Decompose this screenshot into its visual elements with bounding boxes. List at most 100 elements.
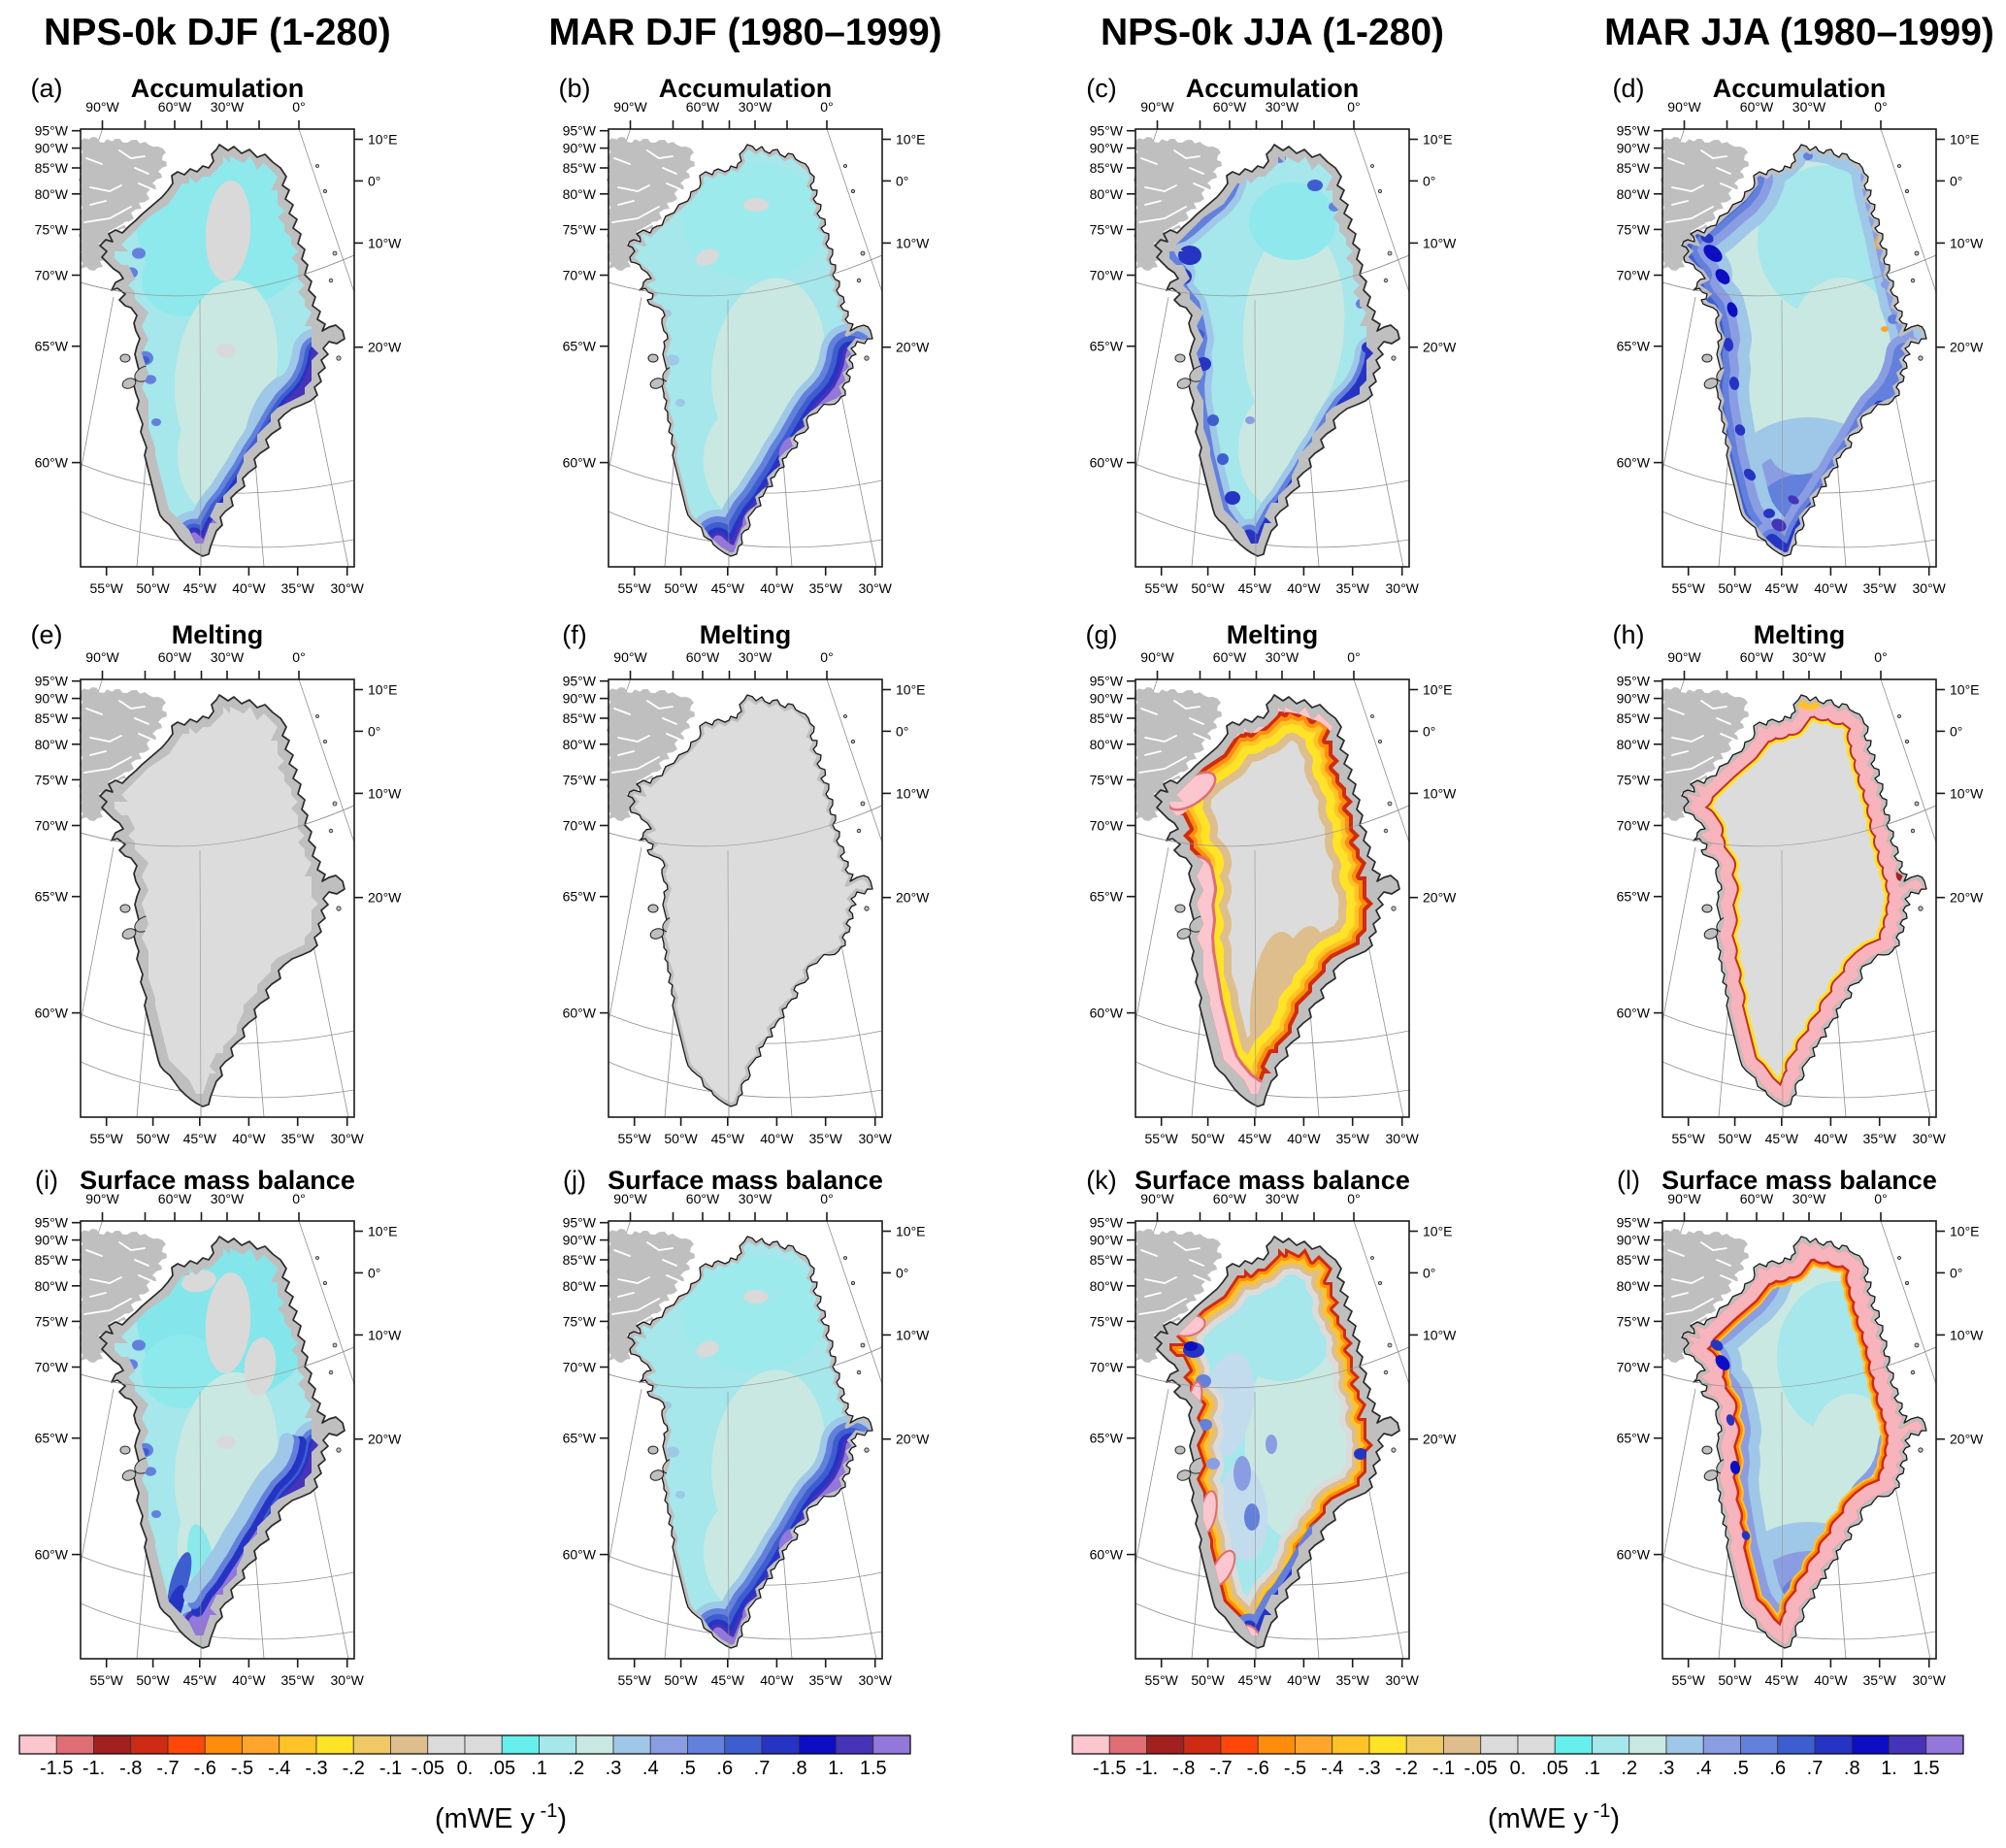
svg-text:80°W: 80°W bbox=[1617, 737, 1651, 752]
svg-text:90°W: 90°W bbox=[563, 691, 597, 707]
svg-text:60°W: 60°W bbox=[686, 99, 720, 115]
svg-text:20°W: 20°W bbox=[1950, 890, 1984, 906]
svg-text:20°W: 20°W bbox=[1950, 340, 1984, 355]
svg-text:90°W: 90°W bbox=[1617, 1233, 1651, 1248]
svg-text:-.8: -.8 bbox=[119, 1758, 142, 1779]
svg-text:45°W: 45°W bbox=[1238, 580, 1272, 596]
svg-text:.5: .5 bbox=[679, 1758, 696, 1779]
svg-text:30°W: 30°W bbox=[211, 99, 245, 115]
svg-text:.2: .2 bbox=[1621, 1758, 1637, 1779]
svg-text:40°W: 40°W bbox=[1814, 1672, 1848, 1688]
svg-text:-.7: -.7 bbox=[156, 1758, 179, 1779]
svg-text:65°W: 65°W bbox=[35, 1431, 69, 1446]
svg-text:0°: 0° bbox=[1423, 173, 1435, 188]
svg-text:70°W: 70°W bbox=[1090, 818, 1124, 834]
svg-text:10°W: 10°W bbox=[1423, 785, 1457, 801]
svg-text:0°: 0° bbox=[1950, 723, 1962, 739]
svg-text:(g): (g) bbox=[1086, 620, 1118, 649]
svg-text:65°W: 65°W bbox=[563, 889, 597, 905]
svg-text:30°W: 30°W bbox=[859, 580, 893, 596]
svg-text:85°W: 85°W bbox=[563, 710, 597, 726]
svg-text:30°W: 30°W bbox=[739, 99, 773, 115]
svg-text:60°W: 60°W bbox=[35, 1006, 69, 1021]
svg-text:30°W: 30°W bbox=[211, 1191, 245, 1206]
svg-text:45°W: 45°W bbox=[1238, 1672, 1272, 1688]
svg-text:60°W: 60°W bbox=[1617, 455, 1651, 471]
svg-text:NPS-0k JJA (1-280): NPS-0k JJA (1-280) bbox=[1101, 12, 1444, 53]
svg-text:MAR JJA (1980–1999): MAR JJA (1980–1999) bbox=[1604, 12, 1994, 53]
svg-text:60°W: 60°W bbox=[563, 455, 597, 471]
svg-text:80°W: 80°W bbox=[1617, 1278, 1651, 1294]
svg-text:.05: .05 bbox=[488, 1758, 515, 1779]
svg-text:45°W: 45°W bbox=[711, 580, 745, 596]
svg-text:35°W: 35°W bbox=[281, 1672, 315, 1688]
svg-text:1.: 1. bbox=[1881, 1758, 1897, 1779]
svg-text:90°W: 90°W bbox=[85, 99, 119, 115]
svg-text:40°W: 40°W bbox=[232, 1672, 266, 1688]
svg-text:85°W: 85°W bbox=[1090, 160, 1124, 176]
svg-text:60°W: 60°W bbox=[1740, 649, 1774, 665]
svg-text:60°W: 60°W bbox=[563, 1547, 597, 1563]
svg-text:70°W: 70°W bbox=[1090, 268, 1124, 283]
svg-text:-.5: -.5 bbox=[231, 1758, 253, 1779]
svg-text:85°W: 85°W bbox=[35, 1252, 69, 1268]
svg-text:30°W: 30°W bbox=[1792, 99, 1826, 115]
svg-text:95°W: 95°W bbox=[35, 1215, 69, 1231]
svg-text:65°W: 65°W bbox=[1090, 889, 1124, 905]
svg-text:60°W: 60°W bbox=[1213, 1191, 1247, 1206]
svg-text:45°W: 45°W bbox=[1765, 1672, 1799, 1688]
svg-text:90°W: 90°W bbox=[1667, 649, 1701, 665]
svg-text:95°W: 95°W bbox=[35, 123, 69, 139]
svg-text:65°W: 65°W bbox=[1090, 339, 1124, 354]
svg-text:80°W: 80°W bbox=[35, 186, 69, 202]
svg-text:80°W: 80°W bbox=[1090, 737, 1124, 752]
svg-text:Surface mass balance: Surface mass balance bbox=[1661, 1166, 1937, 1195]
svg-text:45°W: 45°W bbox=[711, 1672, 745, 1688]
svg-text:50°W: 50°W bbox=[136, 580, 170, 596]
svg-text:Surface mass balance: Surface mass balance bbox=[80, 1166, 355, 1195]
svg-text:30°W: 30°W bbox=[211, 649, 245, 665]
svg-text:40°W: 40°W bbox=[1814, 1131, 1848, 1146]
svg-text:10°W: 10°W bbox=[1950, 1327, 1984, 1342]
svg-text:70°W: 70°W bbox=[35, 818, 69, 834]
svg-text:Melting: Melting bbox=[1227, 620, 1319, 649]
svg-text:30°W: 30°W bbox=[1792, 1191, 1826, 1206]
svg-text:75°W: 75°W bbox=[1617, 221, 1651, 237]
svg-text:10°E: 10°E bbox=[1950, 682, 1980, 698]
svg-text:60°W: 60°W bbox=[686, 1191, 720, 1206]
svg-text:35°W: 35°W bbox=[1336, 580, 1370, 596]
svg-text:55°W: 55°W bbox=[1672, 1131, 1706, 1146]
svg-text:Melting: Melting bbox=[1754, 620, 1846, 649]
svg-text:55°W: 55°W bbox=[618, 580, 652, 596]
svg-text:MAR DJF (1980–1999): MAR DJF (1980–1999) bbox=[548, 12, 941, 53]
svg-text:(b): (b) bbox=[559, 74, 591, 103]
svg-text:60°W: 60°W bbox=[686, 649, 720, 665]
svg-text:.8: .8 bbox=[791, 1758, 807, 1779]
svg-text:85°W: 85°W bbox=[1090, 1252, 1124, 1268]
svg-text:10°W: 10°W bbox=[896, 235, 930, 250]
svg-text:70°W: 70°W bbox=[35, 268, 69, 283]
svg-text:85°W: 85°W bbox=[563, 1252, 597, 1268]
svg-text:30°W: 30°W bbox=[1913, 580, 1947, 596]
svg-text:90°W: 90°W bbox=[563, 141, 597, 156]
svg-text:50°W: 50°W bbox=[1718, 1131, 1752, 1146]
svg-text:75°W: 75°W bbox=[35, 1313, 69, 1329]
svg-text:10°E: 10°E bbox=[896, 132, 926, 148]
svg-text:.1: .1 bbox=[1584, 1758, 1600, 1779]
svg-text:30°W: 30°W bbox=[1386, 1131, 1420, 1146]
svg-text:55°W: 55°W bbox=[90, 1672, 124, 1688]
svg-text:40°W: 40°W bbox=[1287, 1131, 1321, 1146]
svg-text:40°W: 40°W bbox=[760, 580, 794, 596]
svg-text:0°: 0° bbox=[1950, 173, 1962, 188]
svg-text:45°W: 45°W bbox=[183, 1131, 217, 1146]
svg-text:90°W: 90°W bbox=[85, 649, 119, 665]
svg-text:-.3: -.3 bbox=[305, 1758, 327, 1779]
svg-text:45°W: 45°W bbox=[1238, 1131, 1272, 1146]
svg-text:30°W: 30°W bbox=[859, 1131, 893, 1146]
svg-text:10°W: 10°W bbox=[1423, 235, 1457, 250]
svg-text:30°W: 30°W bbox=[1913, 1131, 1947, 1146]
svg-text:60°W: 60°W bbox=[1213, 99, 1247, 115]
svg-text:50°W: 50°W bbox=[1191, 1672, 1225, 1688]
svg-text:10°E: 10°E bbox=[1423, 132, 1453, 148]
svg-text:70°W: 70°W bbox=[563, 818, 597, 834]
